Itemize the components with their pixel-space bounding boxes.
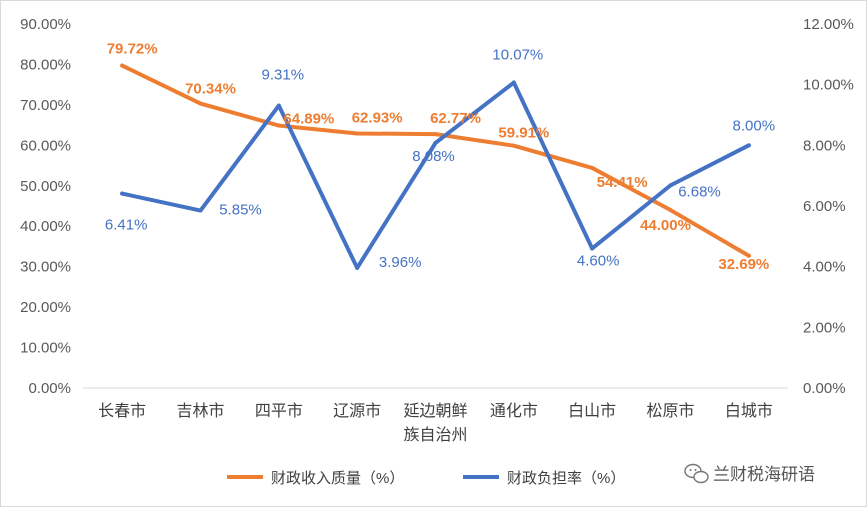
y-right-tick-label: 8.00% [803,137,846,154]
data-point-burden-rate [433,140,438,145]
data-point-revenue-quality [590,165,595,170]
y-left-tick-label: 10.00% [20,340,71,357]
data-label-revenue-quality: 79.72% [107,41,158,58]
x-category-label: 辽源市 [333,402,381,420]
data-point-revenue-quality [746,253,751,258]
data-label-revenue-quality: 64.89% [283,111,334,128]
legend: 财政收入质量（%） 财政负担率（%） [227,470,625,487]
y-left-tick-label: 90.00% [20,16,71,33]
data-point-burden-rate [746,143,751,148]
y-left-tick-label: 40.00% [20,218,71,235]
x-category-label: 吉林市 [176,402,224,420]
data-label-revenue-quality: 54.41% [597,174,648,191]
y-left-tick-label: 50.00% [20,178,71,195]
y-left-tick-label: 0.00% [28,380,71,397]
x-category-label: 白山市 [568,402,616,420]
data-point-revenue-quality [120,63,125,68]
data-label-burden-rate: 4.60% [577,252,620,269]
data-point-burden-rate [668,183,673,188]
data-label-burden-rate: 5.85% [219,202,262,219]
x-category-label: 白城市 [725,402,773,420]
series-lines [120,63,751,270]
y-right-tick-label: 6.00% [803,198,846,215]
data-point-revenue-quality [276,123,281,128]
data-label-revenue-quality: 59.91% [498,125,549,142]
data-label-revenue-quality: 44.00% [640,217,691,234]
legend-label-revenue-quality: 财政收入质量（%） [271,470,404,487]
y-right-tick-label: 4.00% [803,259,846,276]
data-point-revenue-quality [433,132,438,137]
data-label-burden-rate: 6.68% [678,183,721,200]
y-left-tick-label: 70.00% [20,97,71,114]
x-category-label: 延边朝鲜 [403,402,467,420]
data-point-revenue-quality [355,131,360,136]
wechat-icon [684,463,709,484]
y-left-tick-label: 30.00% [20,259,71,276]
data-point-revenue-quality [668,208,673,213]
y-left-tick-label: 20.00% [20,299,71,316]
data-label-revenue-quality: 62.77% [430,110,481,127]
data-point-burden-rate [511,80,516,85]
y-right-tick-label: 10.00% [803,77,854,94]
data-point-burden-rate [120,191,125,196]
data-label-burden-rate: 8.08% [412,148,455,165]
data-label-revenue-quality: 62.93% [352,109,403,126]
y-right-tick-label: 0.00% [803,380,846,397]
data-point-burden-rate [276,103,281,108]
data-point-burden-rate [590,246,595,251]
y-left-tick-label: 80.00% [20,56,71,73]
y-left-tick-label: 60.00% [20,137,71,154]
data-label-revenue-quality: 32.69% [718,256,769,273]
data-point-burden-rate [198,208,203,213]
data-label-burden-rate: 9.31% [262,67,305,84]
axes: 0.00% 10.00% 20.00% 30.00% 40.00% 50.00% 60.00… [20,16,854,444]
data-label-burden-rate: 8.00% [733,117,776,134]
x-category-label: 通化市 [490,402,538,420]
watermark-text: 兰财税海研语 [713,465,815,484]
data-point-revenue-quality [511,143,516,148]
data-point-revenue-quality [198,101,203,106]
data-label-revenue-quality: 70.34% [185,81,236,98]
x-category-label: 松原市 [646,402,694,420]
x-category-label: 族自治州 [403,426,467,444]
x-category-label: 四平市 [255,402,303,420]
data-point-burden-rate [355,265,360,270]
data-label-burden-rate: 10.07% [492,47,543,64]
data-label-burden-rate: 3.96% [379,254,422,271]
watermark: 兰财税海研语 [684,463,815,484]
y-right-tick-label: 2.00% [803,319,846,336]
data-label-burden-rate: 6.41% [105,217,148,234]
x-category-label: 长春市 [98,402,146,420]
data-labels: 79.72% 70.34% 64.89% 62.93% 62.77% 59.91% 54.4… [105,41,775,273]
y-right-tick-label: 12.00% [803,16,854,33]
legend-label-burden-rate: 财政负担率（%） [507,470,625,487]
